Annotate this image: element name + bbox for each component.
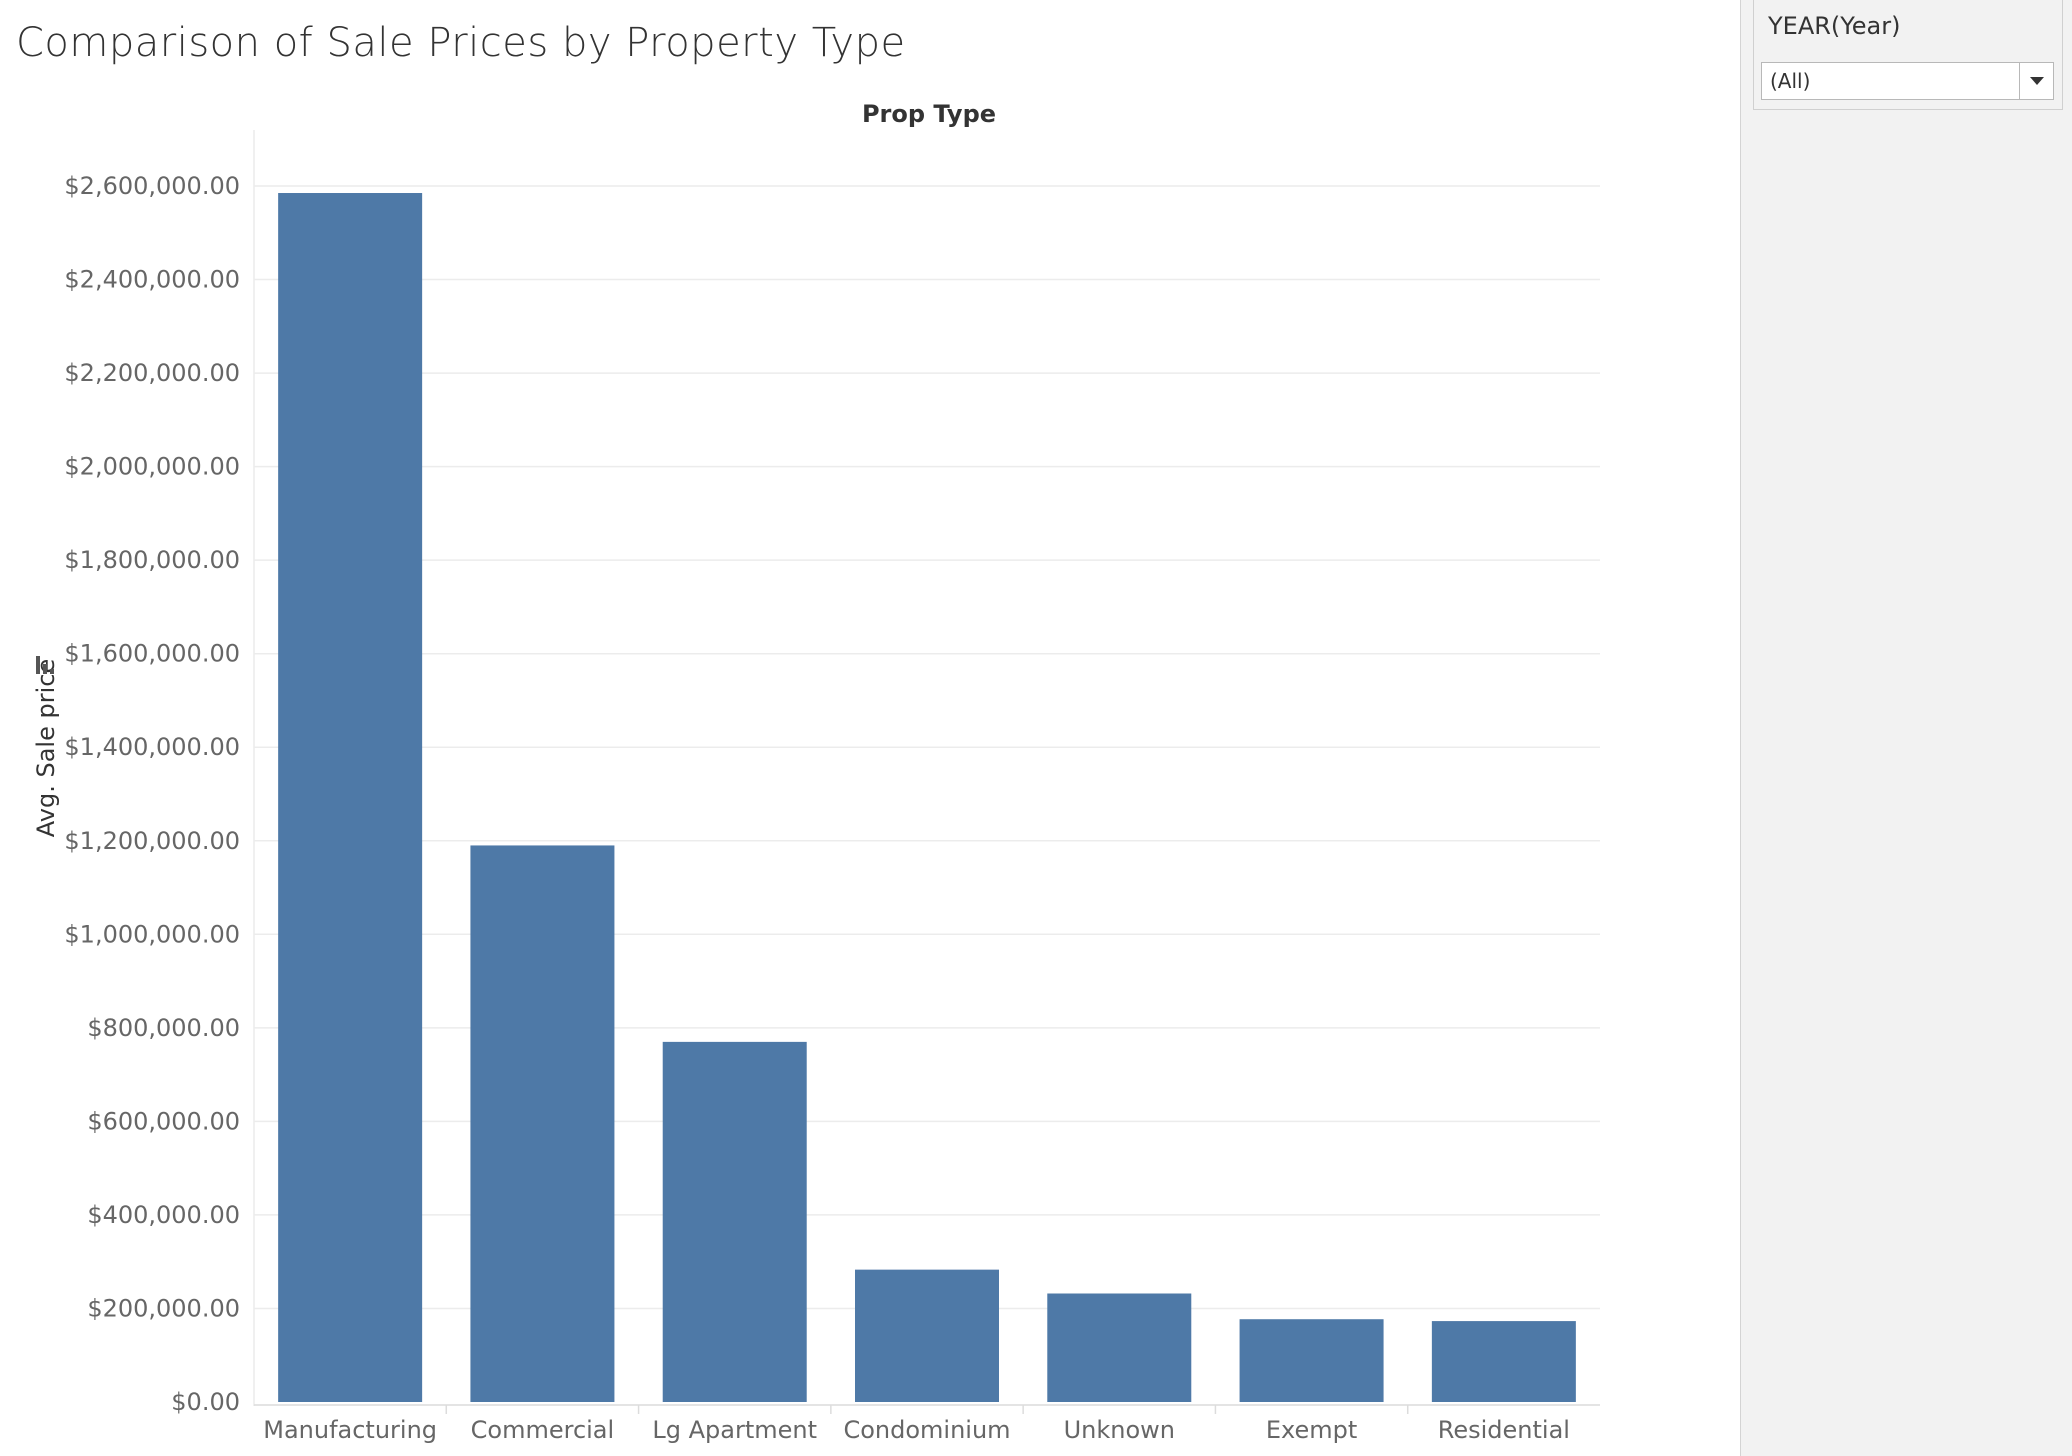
y-tick-label: $800,000.00 (87, 1014, 240, 1042)
bar[interactable] (855, 1269, 999, 1402)
bar-chart[interactable]: $0.00 $200,000.00 $400,000.00 $600,000.00 $8… (0, 0, 1740, 1456)
bar[interactable] (470, 845, 615, 1402)
filter-panel: YEAR(Year) (All) (1740, 0, 2072, 1456)
sort-icon-bar (50, 669, 54, 674)
y-tick-label: $1,200,000.00 (64, 827, 240, 855)
x-tick-label: Commercial (471, 1416, 615, 1444)
x-tick-label: Lg Apartment (652, 1416, 817, 1444)
y-tick-label: $0.00 (171, 1388, 240, 1416)
chart-area: Comparison of Sale Prices by Property Ty… (0, 0, 1740, 1456)
y-tick-label: $1,600,000.00 (64, 640, 240, 668)
year-filter-dropdown[interactable]: (All) (1761, 62, 2054, 100)
page-title: Comparison of Sale Prices by Property Ty… (16, 20, 906, 66)
y-tick-label: $2,200,000.00 (64, 359, 240, 387)
x-axis-title: Prop Type (862, 100, 996, 128)
y-tick-label: $1,000,000.00 (64, 920, 240, 948)
bar[interactable] (1239, 1319, 1384, 1402)
bar[interactable] (1431, 1321, 1576, 1402)
year-filter-value: (All) (1770, 69, 1811, 93)
sort-icon-bar (36, 656, 40, 674)
y-tick-label: $600,000.00 (87, 1107, 240, 1135)
year-filter-label: YEAR(Year) (1768, 12, 1901, 40)
x-tick-label: Condominium (843, 1416, 1010, 1444)
y-tick-label: $2,600,000.00 (64, 172, 240, 200)
year-filter-card: YEAR(Year) (All) (1753, 0, 2063, 110)
y-tick-label: $2,000,000.00 (64, 453, 240, 481)
y-tick-label: $1,400,000.00 (64, 733, 240, 761)
y-tick-label: $400,000.00 (87, 1201, 240, 1229)
sort-descending-icon[interactable] (36, 656, 54, 674)
x-tick-label: Manufacturing (263, 1416, 437, 1444)
y-tick-label: $1,800,000.00 (64, 546, 240, 574)
x-tick-label: Exempt (1266, 1416, 1357, 1444)
y-tick-label: $2,400,000.00 (64, 266, 240, 294)
sort-icon-bar (43, 664, 47, 674)
dropdown-button[interactable] (2019, 63, 2053, 99)
bar[interactable] (278, 193, 423, 1402)
bar[interactable] (1047, 1293, 1192, 1402)
y-axis-title: Avg. Sale price (32, 659, 60, 837)
x-tick-label: Residential (1438, 1416, 1570, 1444)
x-tick-label: Unknown (1064, 1416, 1175, 1444)
y-tick-label: $200,000.00 (87, 1294, 240, 1322)
chevron-down-icon (2030, 77, 2044, 85)
bar[interactable] (662, 1041, 807, 1402)
